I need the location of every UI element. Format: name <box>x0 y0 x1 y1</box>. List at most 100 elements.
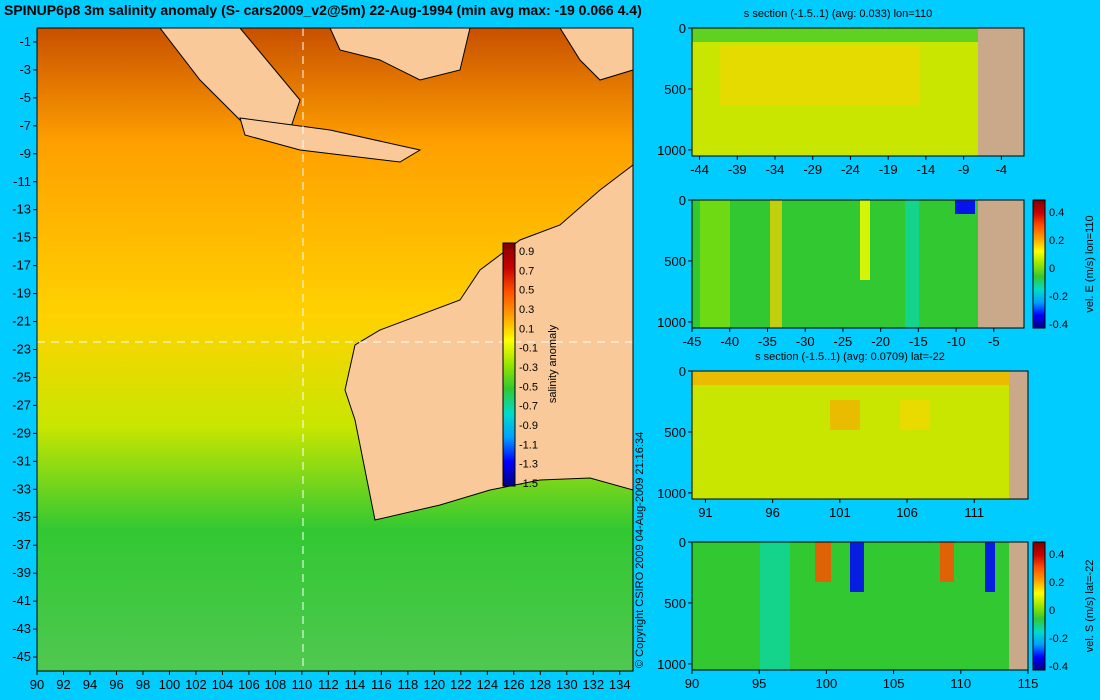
map-ytick-label: -13 <box>12 202 31 217</box>
map-ytick-label: -33 <box>12 481 31 496</box>
section-ytick-label: 500 <box>664 425 686 440</box>
section-ytick-label: 1000 <box>657 486 686 501</box>
colorbar-tick-label: 0.9 <box>519 246 534 258</box>
map-xtick-label: 126 <box>503 677 525 692</box>
panel-2-colorbar <box>1032 199 1046 329</box>
land-java <box>239 117 422 163</box>
map-ytick-label: -37 <box>12 537 31 552</box>
map-ytick-label: -39 <box>12 565 31 580</box>
colorbar-tick-label: -0.1 <box>519 343 538 355</box>
map-ytick-label: -7 <box>19 118 31 133</box>
section-ytick-label: 500 <box>664 596 686 611</box>
map-ytick-label: -31 <box>12 453 31 468</box>
section-ytick-label: 0 <box>679 535 686 550</box>
section-xtick-label: 95 <box>752 676 766 691</box>
section-ytick-label: 1000 <box>657 657 686 672</box>
map-ytick-label: -5 <box>19 90 31 105</box>
map-xtick-label: 118 <box>397 677 418 692</box>
section-ytick-label: 1000 <box>657 143 686 158</box>
panel-4-seabed <box>1009 542 1028 670</box>
section-colorbar-tick: 0 <box>1049 263 1055 275</box>
map-ytick-label: -1 <box>19 34 31 49</box>
section-colorbar-tick: -0.4 <box>1049 661 1068 673</box>
map-ytick-label: -25 <box>12 369 31 384</box>
section-xtick-label: -19 <box>879 162 898 177</box>
map-xtick-label: 102 <box>185 677 207 692</box>
map-xtick-label: 110 <box>292 677 313 692</box>
colorbar-swatch <box>502 242 516 487</box>
section-xtick-label: -39 <box>728 162 747 177</box>
colorbar-tick-label: 0.3 <box>519 304 534 316</box>
map-xtick-label: 108 <box>265 677 287 692</box>
section-xtick-label: 105 <box>883 676 905 691</box>
map-ytick-label: -21 <box>12 314 31 329</box>
section-xtick-label: 106 <box>896 505 918 520</box>
section-ytick-label: 1000 <box>657 315 686 330</box>
section-ytick-label: 0 <box>679 193 686 208</box>
map-xtick-label: 134 <box>609 677 631 692</box>
panel-1-seabed <box>978 28 1024 156</box>
panel-1-title: s section (-1.5..1) (avg: 0.033) lon=110 <box>744 8 932 20</box>
section-xtick-label: 115 <box>1018 676 1039 691</box>
map-ytick-label: -41 <box>12 593 31 608</box>
map-ytick-label: -29 <box>12 425 31 440</box>
section-panel-4: 90 95 100 105 110 115 0 500 1000 0.4 0.2 0 -0.2 -0.4… <box>657 535 1096 691</box>
map-ytick-label: -27 <box>12 397 31 412</box>
colorbar-tick-label: -1.1 <box>519 439 538 451</box>
section-panel-3: s section (-1.5..1) (avg: 0.0709) lat=-2… <box>657 351 1029 520</box>
section-xtick-label: -15 <box>909 334 928 349</box>
map-xtick-label: 96 <box>109 677 123 692</box>
colorbar-tick-label: -1.5 <box>519 478 538 490</box>
map-xtick-label: 94 <box>83 677 97 692</box>
section-xtick-label: 111 <box>964 505 984 520</box>
section-xtick-label: 110 <box>950 676 971 691</box>
panel-2-colorbar-label: vel. E (m/s) lon=110 <box>1084 215 1096 312</box>
colorbar-tick-label: -0.9 <box>519 420 538 432</box>
section-colorbar-tick: -0.4 <box>1049 319 1068 331</box>
map-xtick-label: 120 <box>423 677 445 692</box>
section-ytick-label: 0 <box>679 364 686 379</box>
map-ytick-label: -3 <box>19 62 31 77</box>
map-xtick-label: 90 <box>30 677 44 692</box>
section-colorbar-tick: -0.2 <box>1049 633 1068 645</box>
colorbar-tick-label: 0.5 <box>519 285 534 297</box>
section-xtick-label: -34 <box>766 162 785 177</box>
section-colorbar-tick: 0.2 <box>1049 577 1064 589</box>
panel-4-colorbar <box>1032 541 1046 671</box>
section-xtick-label: 100 <box>816 676 838 691</box>
section-ytick-label: 500 <box>664 82 686 97</box>
section-xtick-label: -40 <box>720 334 739 349</box>
map-ytick-label: -23 <box>12 342 31 357</box>
section-colorbar-tick: 0.4 <box>1049 549 1064 561</box>
colorbar-tick-label: -0.7 <box>519 401 538 413</box>
map-ytick-label: -11 <box>13 174 31 189</box>
map-ytick-label: -17 <box>12 258 31 273</box>
panel-2-seabed <box>978 200 1024 328</box>
map-ytick-label: -35 <box>12 509 31 524</box>
section-xtick-label: -35 <box>758 334 777 349</box>
section-xtick-label: -9 <box>958 162 970 177</box>
map-xtick-label: 132 <box>582 677 604 692</box>
map-xtick-label: 112 <box>318 677 339 692</box>
section-xtick-label: -45 <box>683 334 702 349</box>
section-xtick-label: 96 <box>765 505 779 520</box>
section-xtick-label: -20 <box>871 334 890 349</box>
map-xtick-label: 130 <box>556 677 578 692</box>
map-ytick-label: -45 <box>12 649 31 664</box>
map-xtick-label: 128 <box>529 677 551 692</box>
section-xtick-label: -4 <box>996 162 1008 177</box>
panel-3-seabed <box>1009 371 1028 499</box>
map-xtick-label: 122 <box>450 677 472 692</box>
map-ytick-label: -15 <box>12 230 31 245</box>
section-xtick-label: -5 <box>988 334 1000 349</box>
colorbar-label: salinity anomaly <box>547 324 559 403</box>
colorbar-tick-label: 0.7 <box>519 265 534 277</box>
section-xtick-label: 101 <box>829 505 851 520</box>
section-panel-1: s section (-1.5..1) (avg: 0.033) lon=110… <box>657 8 1025 177</box>
colorbar-tick-label: -0.3 <box>519 362 538 374</box>
section-xtick-label: -24 <box>841 162 860 177</box>
section-xtick-label: -14 <box>917 162 936 177</box>
map-xtick-label: 116 <box>371 677 392 692</box>
salinity-map: 90 92 94 96 98 100 102 104 106 108 110 112 114 116 118… <box>12 27 634 692</box>
section-xtick-label: 90 <box>685 676 699 691</box>
